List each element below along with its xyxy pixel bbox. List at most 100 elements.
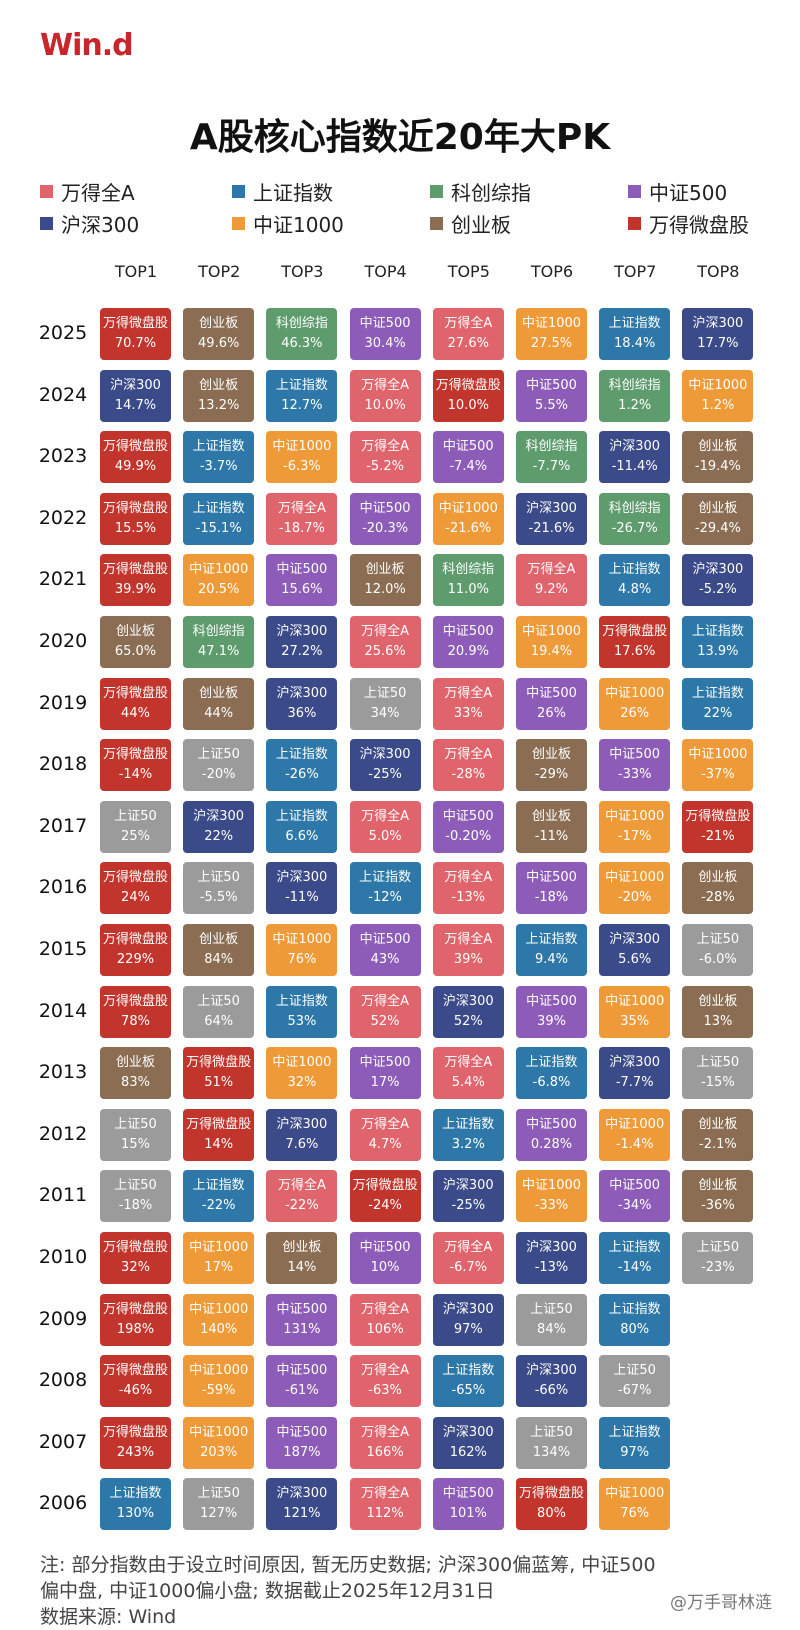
index-cell: 中证1000 19.4% xyxy=(516,616,587,668)
index-name: 沪深300 xyxy=(276,624,328,639)
index-name: 上证50 xyxy=(613,1363,656,1379)
index-return: -65% xyxy=(451,1383,486,1399)
index-return: 46.3% xyxy=(281,336,323,351)
index-cell: 中证500 -18% xyxy=(516,862,587,915)
legend-swatch xyxy=(430,216,443,230)
index-cell: 中证1000 1.2% xyxy=(682,369,754,422)
index-return: -28% xyxy=(451,767,486,783)
legend-label: 万得全A xyxy=(61,180,135,205)
index-return: 32% xyxy=(121,1260,150,1275)
year-label: 2006 xyxy=(38,1492,88,1515)
index-cell: 沪深300 -13% xyxy=(516,1232,587,1284)
index-return: 15.6% xyxy=(281,582,323,598)
index-name: 万得全A xyxy=(361,1363,410,1379)
index-name: 中证500 xyxy=(359,1240,411,1255)
index-cell: 创业板 83% xyxy=(100,1047,171,1100)
year-label: 2009 xyxy=(38,1307,88,1330)
index-return: 9.4% xyxy=(534,952,569,967)
index-name: 创业板 xyxy=(199,316,239,331)
index-cell: 万得全A 25.6% xyxy=(349,616,421,668)
legend-item: 中证1000 xyxy=(232,210,344,237)
index-name: 创业板 xyxy=(282,1240,322,1255)
index-cell: 中证1000 -17% xyxy=(599,800,671,853)
index-name: 沪深300 xyxy=(609,1055,661,1071)
index-return: -15.1% xyxy=(195,520,242,536)
index-return: -22% xyxy=(285,1198,319,1214)
index-return: 17.7% xyxy=(697,336,739,351)
index-cell: 沪深300 -25% xyxy=(349,739,421,792)
index-cell: 科创综指 -26.7% xyxy=(599,492,671,545)
index-cell: 万得全A 166% xyxy=(349,1416,421,1469)
index-name: 中证1000 xyxy=(189,562,249,578)
column-header: TOP3 xyxy=(281,262,324,281)
index-cell: 万得全A -63% xyxy=(349,1355,421,1408)
index-cell: 沪深300 -5.2% xyxy=(682,554,754,607)
index-cell: 上证50 -15% xyxy=(682,1047,754,1100)
index-return: -5.5% xyxy=(199,890,238,906)
index-cell: 上证50 34% xyxy=(349,677,421,730)
index-cell: 中证1000 -20% xyxy=(599,862,671,915)
index-name: 中证1000 xyxy=(189,1301,249,1317)
index-return: 17% xyxy=(204,1260,234,1275)
index-return: -25% xyxy=(451,1198,486,1214)
index-cell: 万得微盘股 -24% xyxy=(349,1170,421,1223)
index-name: 万得全A xyxy=(361,1486,410,1502)
index-return: -2.1% xyxy=(699,1136,737,1152)
index-name: 中证500 xyxy=(276,1301,328,1317)
index-return: 39% xyxy=(537,1013,566,1029)
index-name: 万得全A xyxy=(361,1301,410,1317)
index-cell: 沪深300 162% xyxy=(432,1416,504,1469)
index-cell: 上证指数 -65% xyxy=(432,1355,504,1408)
index-return: 15.5% xyxy=(114,520,157,536)
index-return: -14% xyxy=(617,1260,652,1275)
index-cell: 科创综指 -7.7% xyxy=(516,431,587,484)
index-cell: 创业板 65.0% xyxy=(100,616,171,668)
index-return: -33% xyxy=(617,767,652,783)
index-return: 20.5% xyxy=(198,582,240,598)
index-name: 沪深300 xyxy=(276,870,328,886)
index-cell: 中证1000 -1.4% xyxy=(599,1108,671,1161)
legend-label: 科创综指 xyxy=(451,180,531,205)
index-return: 49.9% xyxy=(114,459,157,475)
index-cell: 沪深300 97% xyxy=(432,1293,504,1346)
index-cell: 万得微盘股 -14% xyxy=(100,739,171,792)
index-cell: 万得全A -5.2% xyxy=(349,431,421,484)
index-cell: 上证指数 13.9% xyxy=(682,616,754,668)
index-return: -23% xyxy=(701,1260,735,1275)
column-header: TOP7 xyxy=(614,262,657,281)
index-name: 上证50 xyxy=(197,993,240,1009)
index-name: 中证500 xyxy=(526,993,577,1009)
index-return: -20% xyxy=(617,890,652,906)
index-return: 97% xyxy=(620,1444,650,1460)
index-cell: 万得全A -28% xyxy=(432,739,504,792)
index-name: 上证50 xyxy=(696,1055,740,1071)
index-cell: 万得全A -18.7% xyxy=(266,492,338,545)
legend-item: 科创综指 xyxy=(430,178,531,205)
index-cell: 上证50 -6.0% xyxy=(682,924,754,976)
index-cell: 上证指数 12.7% xyxy=(266,369,338,422)
index-return: -67% xyxy=(617,1383,652,1399)
index-cell: 中证1000 26% xyxy=(599,677,671,730)
index-cell: 中证1000 76% xyxy=(266,924,338,976)
index-name: 中证1000 xyxy=(605,808,665,824)
index-cell: 万得微盘股 78% xyxy=(100,985,171,1038)
index-return: -7.7% xyxy=(532,459,571,475)
index-name: 沪深300 xyxy=(692,316,744,331)
index-name: 万得微盘股 xyxy=(685,808,751,824)
index-return: 20.9% xyxy=(447,644,489,659)
index-name: 万得全A xyxy=(361,439,410,455)
index-cell: 中证1000 -33% xyxy=(516,1170,587,1223)
index-name: 万得微盘股 xyxy=(102,500,168,516)
index-cell: 中证500 187% xyxy=(266,1416,338,1469)
index-cell: 中证500 30.4% xyxy=(349,308,421,360)
index-cell: 万得微盘股 17.6% xyxy=(599,616,671,668)
footnote-line: 数据来源: Wind xyxy=(40,1606,177,1628)
index-name: 上证指数 xyxy=(525,932,578,947)
logo: Win.d xyxy=(40,28,134,63)
index-return: -17% xyxy=(617,828,652,844)
index-return: 27.5% xyxy=(530,336,573,351)
index-return: -20% xyxy=(201,767,236,783)
index-name: 中证1000 xyxy=(521,316,582,331)
index-return: 14% xyxy=(287,1260,317,1275)
index-name: 上证50 xyxy=(197,747,240,763)
